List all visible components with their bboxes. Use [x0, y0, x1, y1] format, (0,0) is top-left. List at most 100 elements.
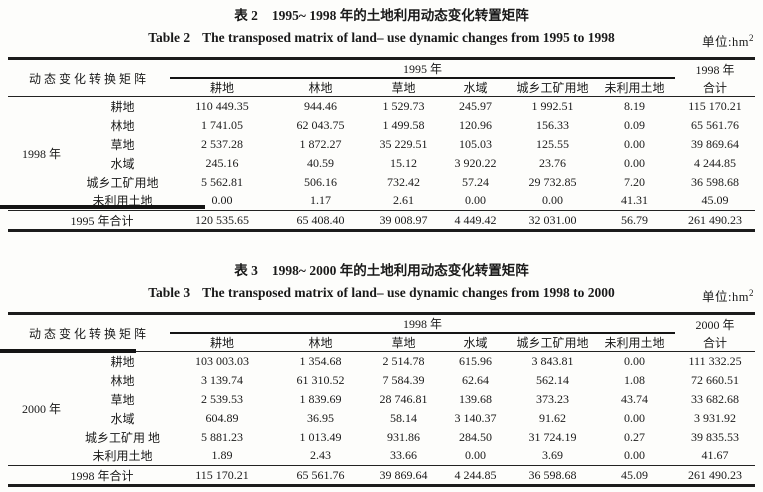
- table2-title-en-line: Table 2 The transposed matrix of land– us…: [0, 26, 763, 50]
- data-cell: 284.50: [459, 429, 493, 444]
- data-cell: 111 332.25: [688, 353, 742, 368]
- table2-title-zh: 表 2 1995~ 1998 年的土地利用动态变化转置矩阵: [0, 5, 763, 26]
- table3-zh-text: 1998~ 2000 年的土地利用动态变化转置矩阵: [271, 263, 529, 278]
- data-cell: 28 746.81: [379, 391, 428, 406]
- table2: 动态变化转换矩阵 1995 年 1998 年 耕地 林地 草地 水域 城乡工矿用…: [8, 57, 756, 232]
- data-cell: 33.66: [390, 448, 418, 463]
- data-cell: 7 584.39: [382, 372, 425, 387]
- table3-col-header-unused: 未利用土地: [594, 333, 676, 352]
- data-cell: 39 835.53: [691, 429, 740, 444]
- table3-en-text: The transposed matrix of land– use dynam…: [202, 285, 615, 300]
- data-cell: 57.24: [462, 174, 490, 189]
- table3: 动态变化转换矩阵 1998 年 2000 年 耕地 林地 草地 水域 城乡工矿用…: [8, 312, 756, 487]
- data-cell: 1 992.51: [531, 98, 574, 113]
- data-cell: 1 354.68: [299, 353, 342, 368]
- row-label: 耕地: [110, 99, 135, 114]
- data-cell: 0.00: [624, 136, 646, 151]
- data-cell: 35 229.51: [379, 136, 428, 151]
- table3-zh-label: 表 3: [234, 263, 258, 278]
- data-cell: 33 682.68: [691, 391, 740, 406]
- table-row: 城乡工矿用地 5 562.81 506.16 732.42 57.24 29 732.85…: [8, 173, 755, 192]
- total-data-cell: 39 008.97: [367, 210, 441, 231]
- table3-total-header-year: 2000 年: [695, 317, 735, 332]
- data-cell: 2.43: [310, 448, 332, 463]
- data-cell: 91.62: [539, 410, 567, 425]
- data-cell: 2 514.78: [382, 353, 425, 368]
- data-cell: 5 881.23: [201, 429, 244, 444]
- total-row-label: 1995 年合计: [8, 210, 171, 231]
- data-cell: 604.89: [205, 410, 239, 425]
- table3-en-label: Table 3: [148, 285, 191, 300]
- data-cell: 3 140.37: [454, 410, 497, 425]
- data-cell: 1.08: [624, 372, 646, 387]
- data-cell: 1 013.49: [299, 429, 342, 444]
- table2-total-header-year: 1998 年: [695, 62, 735, 77]
- data-cell: 103 003.03: [195, 353, 250, 368]
- total-data-cell: 39 869.64: [367, 465, 441, 486]
- table-row: 水域 604.89 36.95 58.14 3 140.37 91.62 0.00 3 931…: [8, 409, 755, 428]
- data-cell: 506.16: [304, 174, 338, 189]
- data-cell: 1.17: [310, 193, 332, 208]
- table3-header-row2: 耕地 林地 草地 水域 城乡工矿用地 未利用土地 合计: [8, 333, 756, 352]
- table3-header-row1: 动态变化转换矩阵 1998 年 2000 年: [8, 313, 755, 352]
- table3-col-header-water: 水域: [440, 333, 512, 352]
- data-cell: 615.96: [459, 353, 493, 368]
- data-cell: 0.00: [542, 193, 564, 208]
- data-cell: 43.74: [621, 391, 649, 406]
- data-cell: 62 043.75: [296, 117, 345, 132]
- data-cell: 8.19: [624, 98, 646, 113]
- data-cell: 1 741.05: [201, 117, 244, 132]
- data-cell: 41.31: [621, 193, 649, 208]
- data-cell: 373.23: [536, 391, 570, 406]
- table2-year-spanner: 1995 年: [170, 58, 676, 79]
- data-cell: 115 170.21: [688, 98, 742, 113]
- data-cell: 0.00: [211, 193, 233, 208]
- data-cell: 156.33: [536, 117, 570, 132]
- table2-body: 1998 年 耕地 110 449.35 944.46 1 529.73 245.97 1 …: [8, 97, 755, 211]
- total-data-cell: 56.79: [594, 210, 676, 231]
- row-label: 林地: [110, 373, 135, 388]
- total-data-cell: 261 490.23: [675, 210, 756, 231]
- table2-col-header-water: 水域: [440, 78, 512, 97]
- table3-title-en-line: Table 3 The transposed matrix of land– us…: [0, 281, 763, 305]
- data-cell: 36 598.68: [691, 174, 740, 189]
- row-label: 水域: [110, 411, 135, 426]
- data-cell: 29 732.85: [528, 174, 577, 189]
- data-cell: 732.42: [387, 174, 421, 189]
- data-cell: 139.68: [459, 391, 493, 406]
- data-cell: 40.59: [307, 155, 335, 170]
- table2-header-row2: 耕地 林地 草地 水域 城乡工矿用地 未利用土地 合计: [8, 78, 756, 97]
- data-cell: 3 843.81: [531, 353, 574, 368]
- table-row: 未利用土地 0.00 1.17 2.61 0.00 0.00 41.31 45.09: [8, 192, 755, 211]
- table2-col-header-unused: 未利用土地: [594, 78, 676, 97]
- total-row-label: 1998 年合计: [8, 465, 171, 486]
- total-data-cell: 45.09: [594, 465, 676, 486]
- total-row: 1995 年合计 120 535.65 65 408.40 39 008.97 4 44…: [8, 210, 756, 231]
- table-row: 草地 2 539.53 1 839.69 28 746.81 139.68 373.23 4…: [8, 390, 755, 409]
- data-cell: 125.55: [536, 136, 570, 151]
- data-cell: 39 869.64: [691, 136, 740, 151]
- data-cell: 1.89: [211, 448, 233, 463]
- table2-zh-label: 表 2: [234, 8, 258, 23]
- data-cell: 0.27: [624, 429, 646, 444]
- table3-unit-text: 单位:hm: [702, 290, 749, 305]
- data-cell: 245.97: [459, 98, 493, 113]
- total-data-cell: 36 598.68: [511, 465, 595, 486]
- data-cell: 0.09: [624, 117, 646, 132]
- table2-en-text: The transposed matrix of land– use dynam…: [202, 30, 615, 45]
- table3-total-header-label: 合计: [675, 333, 756, 352]
- data-cell: 41.67: [701, 448, 729, 463]
- table-row: 林地 3 139.74 61 310.52 7 584.39 62.64 562.14 1.…: [8, 371, 755, 390]
- data-cell: 0.00: [465, 193, 487, 208]
- data-cell: 31 724.19: [528, 429, 577, 444]
- table3-footer: 1998 年合计 115 170.21 65 561.76 39 869.64 4 24…: [8, 465, 756, 486]
- data-cell: 120.96: [459, 117, 493, 132]
- data-cell: 931.86: [387, 429, 421, 444]
- table2-stub-header: 动态变化转换矩阵: [8, 58, 171, 97]
- row-label: 草地: [110, 392, 135, 407]
- data-cell: 36.95: [307, 410, 335, 425]
- total-data-cell: 115 170.21: [170, 465, 275, 486]
- table3-col-header-grass: 草地: [367, 333, 441, 352]
- table2-col-header-grass: 草地: [367, 78, 441, 97]
- data-cell: 2 537.28: [201, 136, 244, 151]
